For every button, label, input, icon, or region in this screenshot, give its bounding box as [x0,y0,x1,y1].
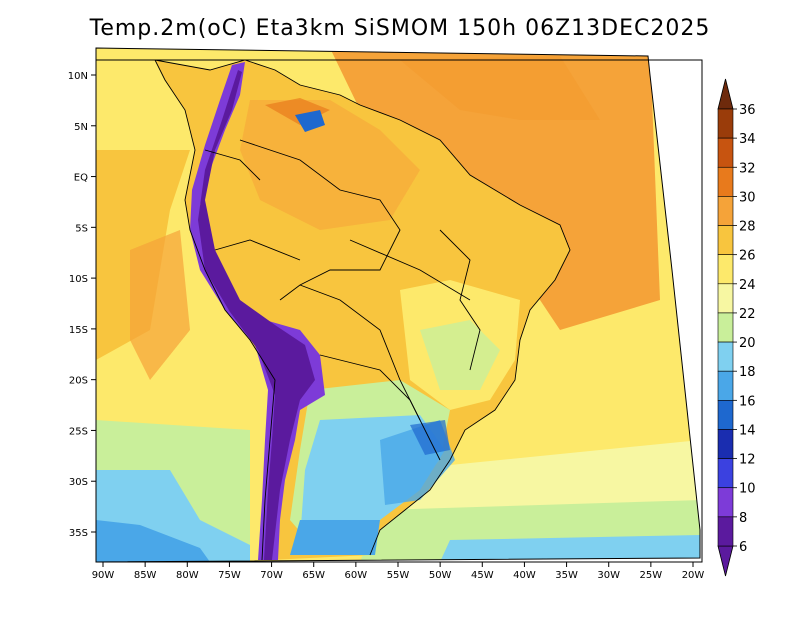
border-brazil-west [239,139,401,301]
colorbar-segment [717,400,734,430]
border-brazil-states-b [349,239,471,301]
x-tick-label: 35W [555,570,578,581]
colorbar: 36 34 32 30 28 26 24 22 20 18 16 14 12 10 8 6 [717,78,756,577]
colorbar-label: 18 [739,365,756,380]
venezuela-hot-area [265,98,330,125]
x-tick-label: 60W [345,570,368,581]
colorbar-label: 36 [739,103,756,118]
colorbar-label: 8 [739,511,747,526]
atlantic-coastline [154,59,571,556]
colorbar-top-arrow [717,78,734,110]
y-tick-label: 10S [69,274,88,285]
pacific-coastline [154,59,276,561]
x-tick-label: 65W [302,570,325,581]
x-tick-label: 50W [429,570,452,581]
colorbar-label: 20 [739,336,756,351]
map-field [96,48,700,562]
colorbar-segment [717,166,734,197]
colorbar-segment [717,108,734,139]
amazon-warm-area [240,100,420,230]
colorbar-label: 34 [739,132,756,147]
colorbar-segment [717,254,734,285]
x-tick-label: 55W [387,570,410,581]
colorbar-label: 30 [739,190,756,205]
colorbar-segment [717,137,734,168]
y-tick-label: EQ [74,173,88,184]
colorbar-label: 28 [739,220,756,235]
y-tick-label: 30S [69,477,88,488]
x-tick-label: 70W [260,570,283,581]
colorbar-segment [717,370,734,401]
political-boundaries [154,59,571,561]
colorbar-label: 14 [739,423,756,438]
border-peru [214,239,301,261]
pacific-warm-patch [130,230,190,380]
andes-cool-band [190,62,325,560]
colorbar-segment [717,487,734,518]
colorbar-segment [717,516,734,547]
x-tick-label: 85W [134,570,157,581]
x-tick-label: 45W [471,570,494,581]
colorbar-label: 12 [739,453,756,468]
pampas-cold [290,520,380,555]
colorbar-label: 16 [739,394,756,409]
x-tick-label: 80W [176,570,199,581]
colorbar-segment [717,341,734,372]
x-tick-label: 20W [682,570,705,581]
roraima-cold-spot [295,110,325,132]
colorbar-segment [717,225,734,255]
map-frame [95,47,701,563]
x-tick-label: 30W [597,570,620,581]
colorbar-label: 10 [739,482,756,497]
x-tick-label: 90W [92,570,115,581]
colorbar-label: 32 [739,161,756,176]
atlantic-hot-zone [400,56,600,120]
border-colombia [204,149,261,181]
x-tick-label: 40W [513,570,536,581]
border-bolivia-paraguay [299,284,421,421]
axis-frame [95,59,703,563]
y-tick-label: 35S [69,528,88,539]
south-atlantic-cold-zone [440,535,700,562]
y-tick-label: 15S [69,325,88,336]
y-tick-label: 5N [74,122,88,133]
andes-cold-core [198,70,315,560]
y-tick-label: 5S [75,223,88,234]
colorbar-segment [717,458,734,489]
central-plateau-cool [420,320,500,390]
colorbar-segment [717,312,734,343]
x-tick-label: 75W [218,570,241,581]
y-tick-label: 25S [69,426,88,437]
colorbar-segment [717,196,734,226]
y-tick-label: 20S [69,376,88,387]
colorbar-label: 26 [739,249,756,264]
y-tick-label: 10N [68,71,88,82]
colorbar-bottom-arrow [717,545,734,577]
x-tick-label: 25W [640,570,663,581]
colorbar-label: 6 [739,540,747,555]
pacific-coldest-zone [96,520,210,562]
colorbar-label: 24 [739,278,756,293]
map-title: Temp.2m(oC) Eta3km SiSMOM 150h 06Z13DEC2… [89,16,711,41]
x-axis: 90W 85W 80W 75W 70W 65W 60W 55W 50W 45W 40W 35W 30W 2… [92,562,705,581]
border-argentina-north [319,354,441,461]
colorbar-segment [717,429,734,459]
serra-cold [410,420,450,455]
colorbar-segment [717,283,734,314]
colorbar-label: 22 [739,307,756,322]
y-axis: 10N 5N EQ 5S 10S 15S 20S 25S 30S 35S [68,71,96,539]
border-brazil-states-a [439,229,481,371]
